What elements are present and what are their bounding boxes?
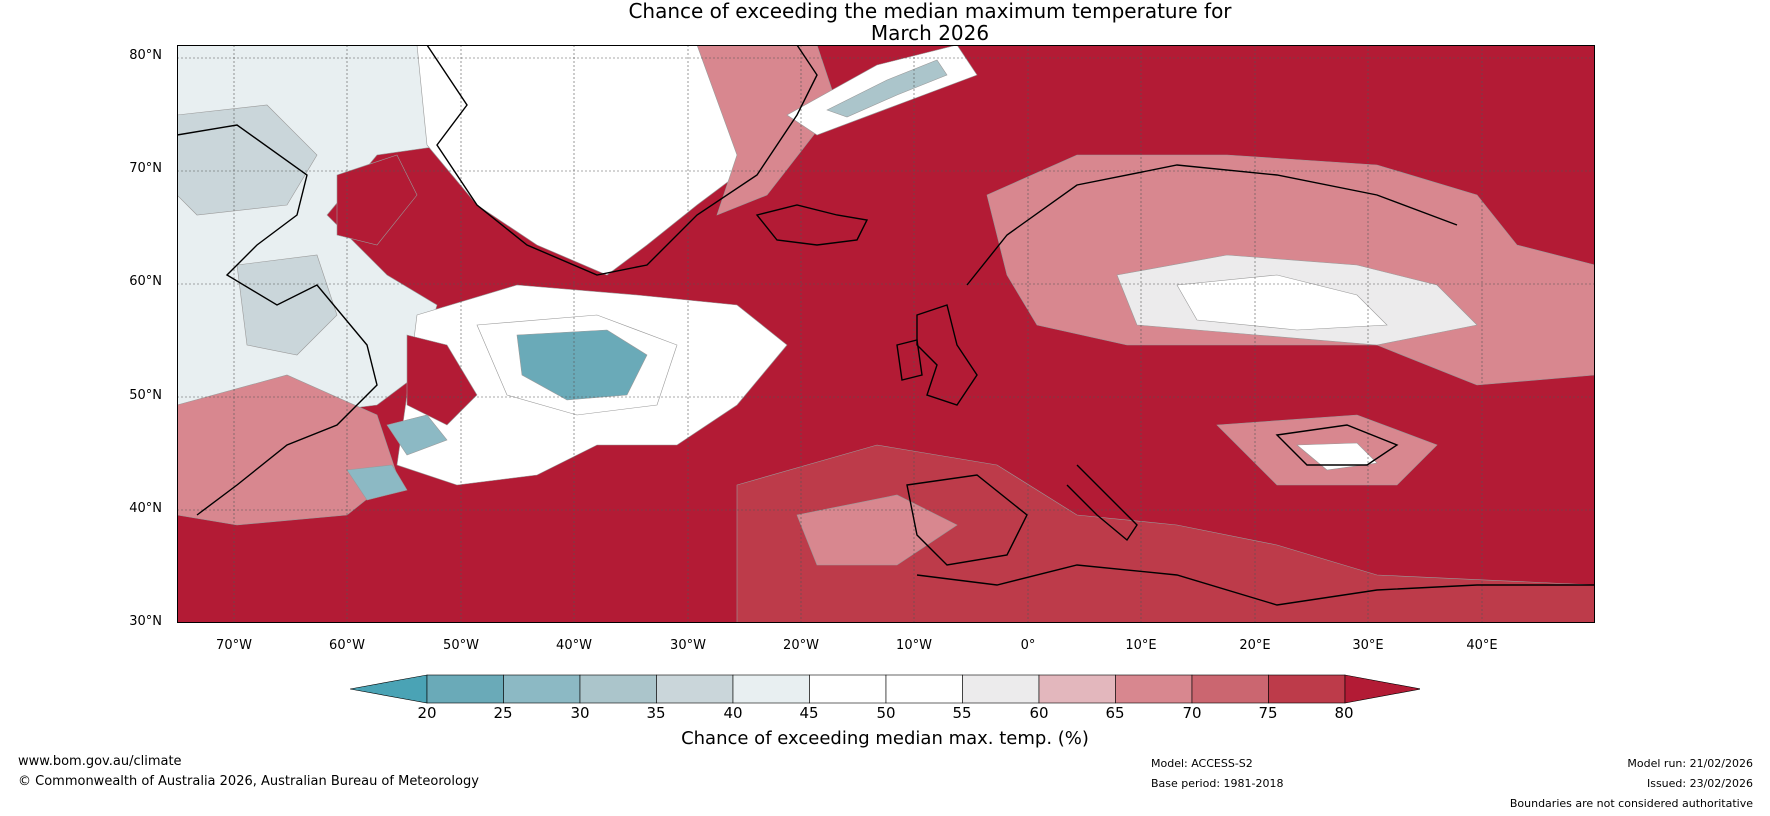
colorbar-swatch <box>1268 674 1346 704</box>
map-title: Chance of exceeding the median maximum t… <box>0 0 1770 44</box>
region-svalbard-core <box>826 59 948 118</box>
lon-label-70w: 70°W <box>216 638 252 653</box>
coastlines <box>177 45 1595 606</box>
coast-norway <box>966 164 1458 286</box>
coast-baffin <box>177 124 378 516</box>
coast-africa <box>916 564 1595 606</box>
lon-label-30e: 30°E <box>1352 638 1384 653</box>
colorbar-swatch <box>426 674 504 704</box>
lat-label-40n: 40°N <box>129 501 162 516</box>
footer-disclaimer: Boundaries are not considered authoritat… <box>1509 797 1753 810</box>
lon-label-0: 0° <box>1020 638 1036 653</box>
lon-label-40e: 40°E <box>1466 638 1498 653</box>
colorbar-swatch <box>732 674 810 704</box>
coast-british-isles <box>916 304 978 406</box>
region-greenland-east-warm <box>696 45 838 216</box>
colorbar-tick-80: 80 <box>1334 704 1354 722</box>
map-frame <box>177 45 1595 623</box>
lon-label-40w: 40°W <box>556 638 592 653</box>
footer-website[interactable]: www.bom.gov.au/climate <box>18 754 182 769</box>
lat-label-80n: 80°N <box>129 48 162 63</box>
colorbar-swatch <box>1115 674 1193 704</box>
region-north-africa <box>736 444 1595 623</box>
forecast-map <box>177 45 1595 623</box>
colorbar-swatch <box>579 674 657 704</box>
region-atlantic-warm-lobe <box>406 334 478 426</box>
colorbar-extend-high <box>1344 674 1420 704</box>
colorbar-tick-40: 40 <box>723 704 743 722</box>
footer-base-period: Base period: 1981-2018 <box>1151 777 1284 790</box>
colorbar-tick-30: 30 <box>570 704 590 722</box>
footer-copyright: © Commonwealth of Australia 2026, Austra… <box>18 774 479 789</box>
colorbar-tick-45: 45 <box>799 704 819 722</box>
graticule <box>177 45 1595 623</box>
colorbar-tick-65: 65 <box>1105 704 1125 722</box>
colorbar-tick-20: 20 <box>417 704 437 722</box>
colorbar-tick-55: 55 <box>952 704 972 722</box>
colorbar-title: Chance of exceeding median max. temp. (%… <box>681 728 1089 749</box>
lat-label-30n: 30°N <box>129 614 162 629</box>
coast-iberia <box>906 474 1028 566</box>
lon-label-50w: 50°W <box>443 638 479 653</box>
region-atlantic-core <box>516 329 648 401</box>
lon-label-60w: 60°W <box>329 638 365 653</box>
coast-iceland <box>755 204 869 246</box>
region-turkey-cool <box>1296 442 1378 471</box>
colorbar-swatch <box>1038 674 1116 704</box>
coast-black-sea <box>1275 424 1399 466</box>
region-baffin-warm <box>336 154 418 246</box>
colorbar-extend-low <box>350 674 428 704</box>
colorbar-swatch <box>962 674 1040 704</box>
footer-model: Model: ACCESS-S2 <box>1151 757 1253 770</box>
colorbar-tick-60: 60 <box>1029 704 1049 722</box>
coast-ireland <box>896 339 923 381</box>
lat-label-70n: 70°N <box>129 161 162 176</box>
colorbar-swatch <box>503 674 581 704</box>
colorbar-swatch <box>656 674 734 704</box>
region-newfoundland-cool-1 <box>386 414 448 456</box>
colorbar-tick-25: 25 <box>493 704 513 722</box>
lon-label-30w: 30°W <box>670 638 706 653</box>
colorbar <box>350 674 1420 704</box>
coast-italy <box>1066 464 1138 542</box>
lat-label-60n: 60°N <box>129 274 162 289</box>
lon-label-10w: 10°W <box>896 638 932 653</box>
colorbar-swatch <box>885 674 963 704</box>
colorbar-tick-75: 75 <box>1258 704 1278 722</box>
region-labrador <box>177 104 318 216</box>
colorbar-swatch <box>1191 674 1269 704</box>
colorbar-tick-35: 35 <box>646 704 666 722</box>
coast-greenland <box>426 45 818 276</box>
region-russia-white <box>1176 274 1388 331</box>
lon-label-10e: 10°E <box>1125 638 1157 653</box>
colorbar-swatch <box>809 674 887 704</box>
map-title-line2: March 2026 <box>870 21 990 45</box>
region-newfoundland-cool-2 <box>346 464 408 501</box>
lon-label-20e: 20°E <box>1239 638 1271 653</box>
region-labrador-2 <box>236 254 338 356</box>
lat-label-50n: 50°N <box>129 388 162 403</box>
lon-label-20w: 20°W <box>783 638 819 653</box>
colorbar-tick-50: 50 <box>876 704 896 722</box>
footer-model-run: Model run: 21/02/2026 <box>1627 757 1753 770</box>
map-title-line1: Chance of exceeding the median maximum t… <box>628 0 1232 23</box>
footer-issued: Issued: 23/02/2026 <box>1646 777 1753 790</box>
colorbar-tick-70: 70 <box>1182 704 1202 722</box>
